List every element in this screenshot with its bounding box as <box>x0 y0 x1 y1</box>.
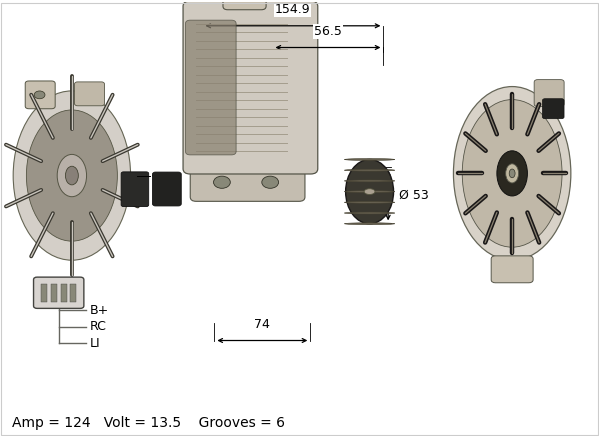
Ellipse shape <box>344 180 395 182</box>
FancyBboxPatch shape <box>190 161 305 201</box>
Ellipse shape <box>346 160 394 224</box>
Text: RC: RC <box>89 320 106 333</box>
Ellipse shape <box>344 169 395 171</box>
Text: Amp = 124   Volt = 13.5    Grooves = 6: Amp = 124 Volt = 13.5 Grooves = 6 <box>12 416 285 430</box>
Circle shape <box>262 176 279 188</box>
FancyBboxPatch shape <box>491 256 533 283</box>
FancyBboxPatch shape <box>223 0 266 10</box>
Text: 56.5: 56.5 <box>314 25 342 38</box>
Text: 154.9: 154.9 <box>275 3 311 16</box>
FancyBboxPatch shape <box>153 172 181 206</box>
FancyBboxPatch shape <box>25 81 55 109</box>
Text: 74: 74 <box>255 318 270 331</box>
Ellipse shape <box>453 87 571 260</box>
FancyBboxPatch shape <box>74 82 104 106</box>
FancyBboxPatch shape <box>543 99 564 119</box>
Bar <box>71 284 77 302</box>
Bar <box>60 284 66 302</box>
Bar <box>41 284 47 302</box>
FancyBboxPatch shape <box>121 172 149 207</box>
Bar <box>51 284 57 302</box>
Ellipse shape <box>509 169 515 178</box>
Text: LI: LI <box>89 337 100 350</box>
FancyBboxPatch shape <box>34 277 84 308</box>
Ellipse shape <box>506 164 519 183</box>
Ellipse shape <box>364 189 375 194</box>
Ellipse shape <box>13 91 131 260</box>
Text: Ø 53: Ø 53 <box>399 189 429 201</box>
Ellipse shape <box>344 223 395 225</box>
FancyBboxPatch shape <box>183 1 317 174</box>
Ellipse shape <box>344 159 395 160</box>
Ellipse shape <box>344 201 395 203</box>
Ellipse shape <box>462 99 562 247</box>
Circle shape <box>213 176 230 188</box>
Ellipse shape <box>26 110 117 241</box>
Ellipse shape <box>65 166 78 185</box>
Ellipse shape <box>497 151 527 196</box>
Ellipse shape <box>344 212 395 214</box>
Ellipse shape <box>58 154 86 197</box>
Circle shape <box>34 91 45 99</box>
Ellipse shape <box>344 191 395 193</box>
Text: B+: B+ <box>89 303 108 317</box>
FancyBboxPatch shape <box>186 20 236 155</box>
FancyBboxPatch shape <box>534 80 564 106</box>
